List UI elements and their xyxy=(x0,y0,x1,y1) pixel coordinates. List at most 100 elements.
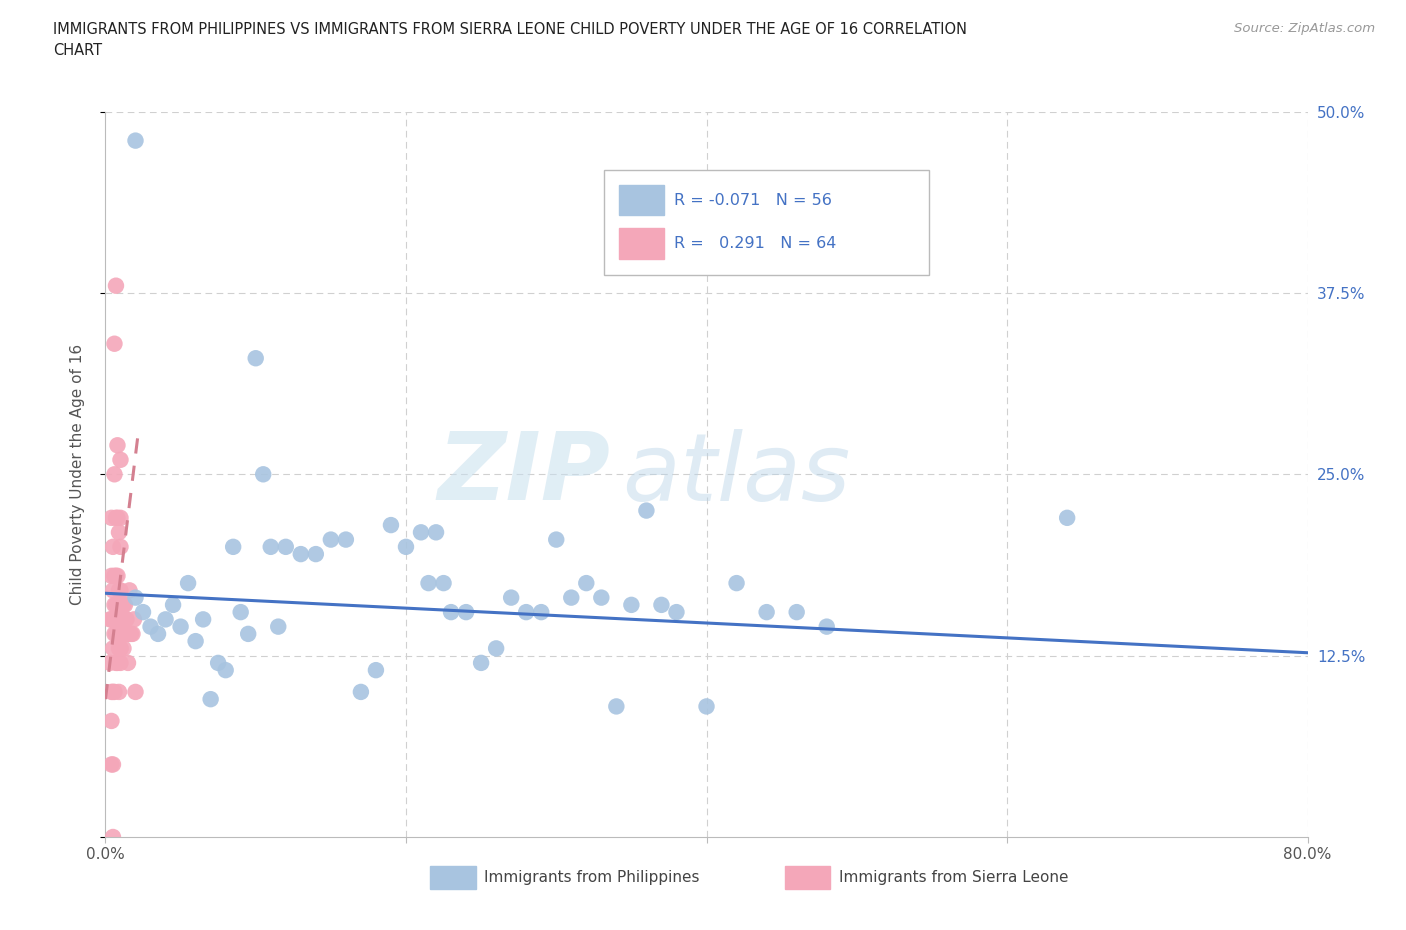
Point xyxy=(101,539,124,554)
Point xyxy=(120,627,142,642)
Bar xyxy=(785,866,831,889)
Point xyxy=(418,576,440,591)
Point xyxy=(110,583,132,598)
Point xyxy=(104,597,127,612)
Point xyxy=(101,830,124,844)
Text: R =   0.291   N = 64: R = 0.291 N = 64 xyxy=(673,236,837,251)
Point xyxy=(103,684,125,699)
Point xyxy=(100,612,122,627)
Point xyxy=(110,656,132,671)
Point xyxy=(107,597,129,612)
Point xyxy=(110,641,132,656)
Point xyxy=(110,452,132,467)
Point xyxy=(100,568,122,583)
Point xyxy=(107,656,129,671)
Point xyxy=(575,576,598,591)
Point xyxy=(132,604,155,619)
Point xyxy=(114,627,136,642)
Point xyxy=(110,511,132,525)
Point xyxy=(98,612,121,627)
Point xyxy=(815,619,838,634)
Text: ZIP: ZIP xyxy=(437,429,610,520)
Point xyxy=(101,612,124,627)
Point xyxy=(103,627,125,642)
Point xyxy=(696,699,718,714)
Text: atlas: atlas xyxy=(623,429,851,520)
Point xyxy=(786,604,808,619)
Point xyxy=(546,532,568,547)
Point xyxy=(103,467,125,482)
Point xyxy=(118,627,141,642)
Point xyxy=(107,568,129,583)
Point xyxy=(104,568,127,583)
FancyBboxPatch shape xyxy=(605,169,929,275)
Point xyxy=(238,627,260,642)
Point xyxy=(121,627,143,642)
Point xyxy=(530,604,553,619)
Point xyxy=(107,438,129,453)
Point xyxy=(117,656,139,671)
Point xyxy=(177,576,200,591)
Point xyxy=(139,619,162,634)
Point xyxy=(110,627,132,642)
Point xyxy=(101,583,124,598)
Point xyxy=(110,597,132,612)
Point xyxy=(124,591,146,605)
Point xyxy=(100,511,122,525)
Point xyxy=(108,612,131,627)
Point xyxy=(146,627,169,642)
Point xyxy=(103,337,125,352)
Point xyxy=(350,684,373,699)
Point xyxy=(191,612,214,627)
Point xyxy=(274,539,297,554)
Bar xyxy=(619,229,665,259)
Point xyxy=(104,656,127,671)
Point xyxy=(104,278,127,293)
Point xyxy=(335,532,357,547)
Point xyxy=(755,604,778,619)
Point xyxy=(104,627,127,642)
Point xyxy=(364,663,387,678)
Point xyxy=(103,597,125,612)
Point xyxy=(267,619,290,634)
Point xyxy=(207,656,229,671)
Point xyxy=(100,757,122,772)
Point xyxy=(122,612,145,627)
Point xyxy=(591,591,613,605)
Point xyxy=(108,684,131,699)
Text: R = -0.071   N = 56: R = -0.071 N = 56 xyxy=(673,193,832,207)
Text: Immigrants from Philippines: Immigrants from Philippines xyxy=(484,870,700,885)
Point xyxy=(103,568,125,583)
Y-axis label: Child Poverty Under the Age of 16: Child Poverty Under the Age of 16 xyxy=(70,344,84,604)
Point xyxy=(110,612,132,627)
Point xyxy=(605,699,627,714)
Point xyxy=(395,539,418,554)
Point xyxy=(101,684,124,699)
Point xyxy=(560,591,582,605)
Point xyxy=(229,604,252,619)
Point xyxy=(112,641,135,656)
Point xyxy=(155,612,177,627)
Point xyxy=(115,627,138,642)
Point xyxy=(725,576,748,591)
Point xyxy=(380,518,402,533)
Point xyxy=(108,525,131,539)
Point xyxy=(485,641,508,656)
Point xyxy=(665,604,688,619)
Point xyxy=(222,539,245,554)
Point xyxy=(124,133,146,148)
Text: CHART: CHART xyxy=(53,43,103,58)
Bar xyxy=(430,866,475,889)
Point xyxy=(118,583,141,598)
Point xyxy=(409,525,432,539)
Point xyxy=(162,597,184,612)
Point xyxy=(110,641,132,656)
Point xyxy=(501,591,523,605)
Point xyxy=(101,757,124,772)
Point xyxy=(111,597,134,612)
Point xyxy=(425,525,447,539)
Point xyxy=(260,539,283,554)
Point xyxy=(440,604,463,619)
Point xyxy=(100,713,122,728)
Point xyxy=(111,627,134,642)
